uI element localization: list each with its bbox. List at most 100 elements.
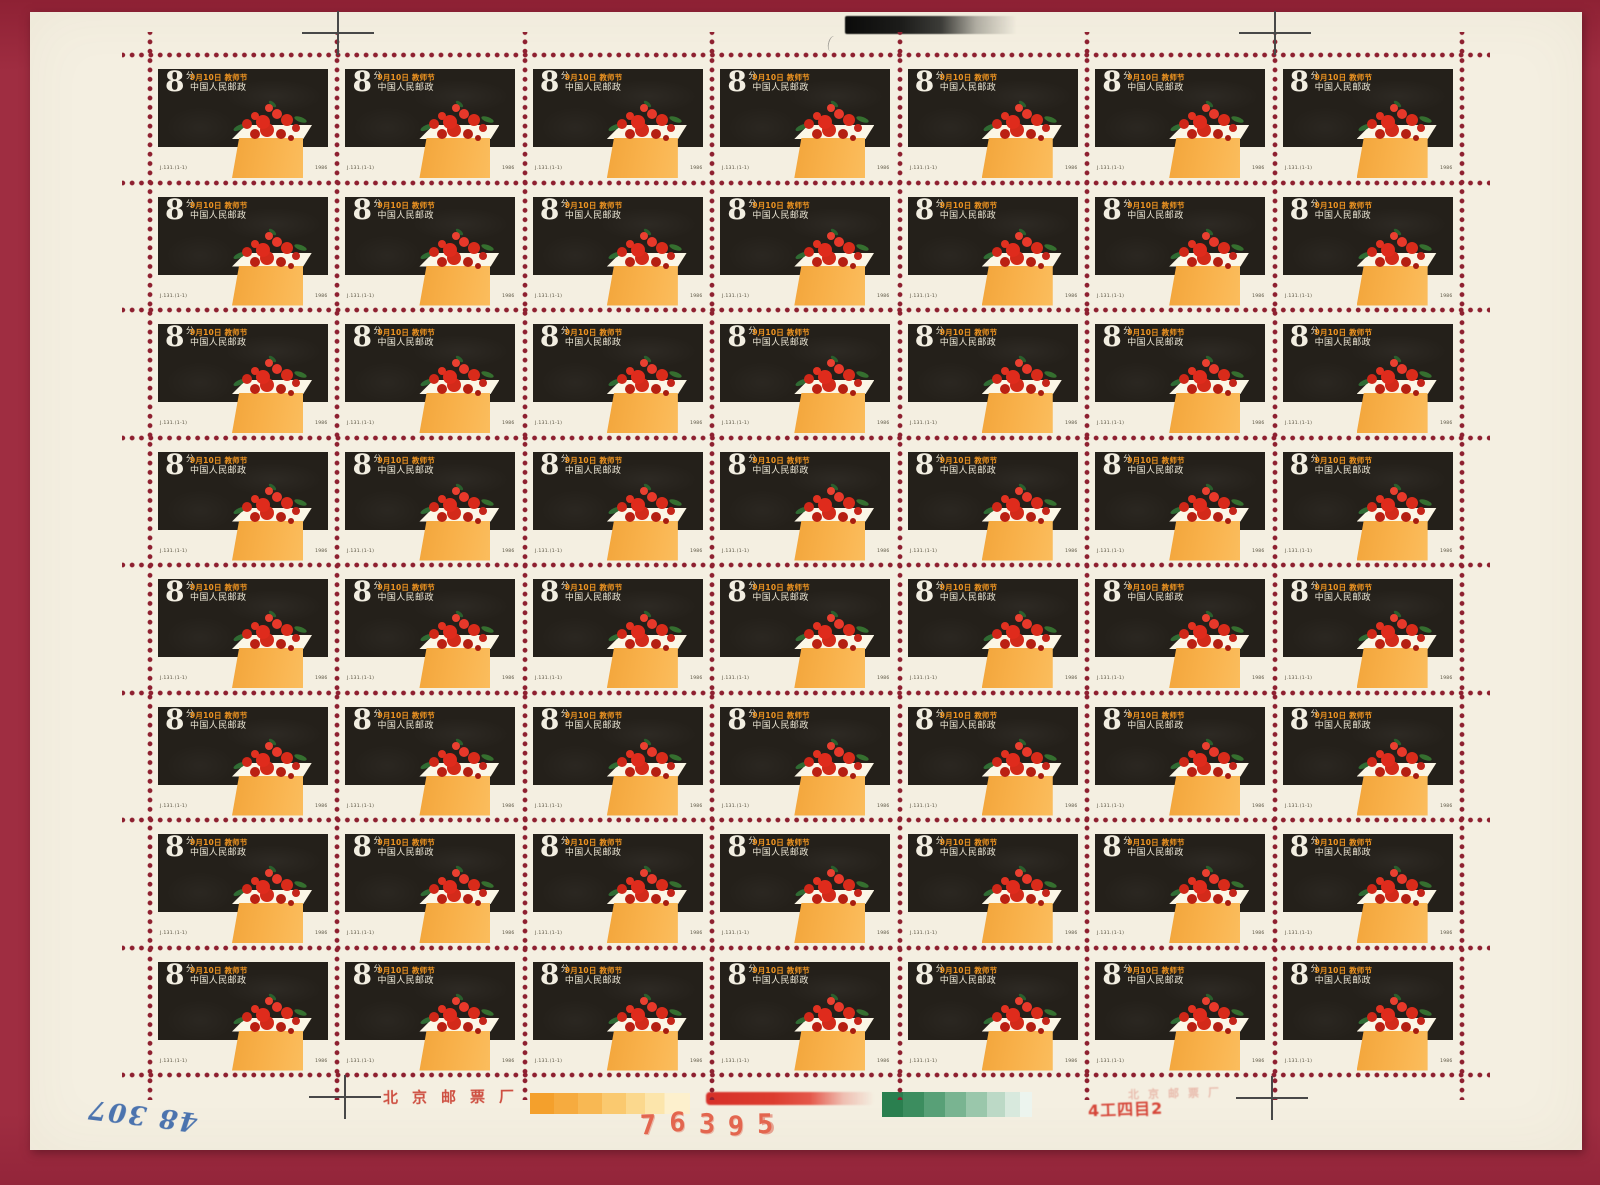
flower-bouquet [818, 497, 833, 512]
stamp-title-date: 9月10日 教师节 [1127, 73, 1185, 82]
denomination-unit: 分 [560, 581, 569, 590]
stamp-title-issuer: 中国人民邮政 [939, 83, 997, 93]
denomination-unit: 分 [373, 836, 382, 845]
stamp: 8 分 9月10日 教师节 中国人民邮政 J.131.(1-1) 1986 [900, 183, 1087, 311]
flower-bouquet [630, 242, 645, 257]
stamp-title-date: 9月10日 教师节 [939, 965, 998, 975]
desk-front [606, 648, 678, 688]
stamp: 8 分 9月10日 教师节 中国人民邮政 J.131.(1-1) 1986 [1087, 55, 1274, 183]
stamp-title-date: 9月10日 教师节 [752, 328, 810, 337]
denomination: 8 [727, 702, 747, 736]
desk-front [232, 1030, 303, 1071]
stamp-title-issuer: 中国人民邮政 [752, 83, 809, 93]
desk-front [606, 903, 678, 943]
stamp-title-date: 9月10日 教师节 [1127, 583, 1185, 592]
desk-front [981, 393, 1053, 433]
denomination: 8 [165, 65, 185, 98]
stamp-title-date: 9月10日 教师节 [377, 583, 436, 592]
year-label: 1986 [315, 1057, 328, 1063]
desk-top [981, 1017, 1062, 1032]
year-label: 1986 [502, 675, 515, 681]
stamp-title-issuer: 中国人民邮政 [190, 720, 247, 731]
denomination-unit: 分 [1123, 581, 1132, 590]
stamp-title-issuer: 中国人民邮政 [564, 338, 622, 348]
denomination: 8 [914, 702, 935, 736]
stamp: 8 分 9月10日 教师节 中国人民邮政 J.131.(1-1) 1986 [525, 55, 712, 183]
desk-front [794, 265, 866, 306]
denomination-unit: 分 [186, 581, 194, 590]
desk-top [1169, 507, 1250, 522]
desk-top [419, 380, 500, 394]
denomination: 8 [1289, 447, 1310, 481]
stamp-title-issuer: 中国人民邮政 [1314, 975, 1372, 986]
stamp: 8 分 9月10日 教师节 中国人民邮政 J.131.(1-1) 1986 [712, 948, 899, 1076]
denomination-unit: 分 [186, 708, 194, 718]
catalog-number: J.131.(1-1) [722, 802, 750, 809]
stamp-title-issuer: 中国人民邮政 [752, 975, 809, 986]
year-label: 1986 [1439, 420, 1453, 426]
flower-bouquet [256, 370, 270, 384]
flower-bouquet [1193, 752, 1208, 767]
stamp-title-date: 9月10日 教师节 [1314, 710, 1373, 720]
desk-front [981, 903, 1053, 943]
stamp-title-issuer: 中国人民邮政 [377, 210, 434, 221]
desk-front [1169, 265, 1241, 306]
stamp-title-issuer: 中国人民邮政 [752, 848, 809, 858]
stamp-title-date: 9月10日 教师节 [377, 200, 436, 210]
stamp: 8 分 9月10日 教师节 中国人民邮政 J.131.(1-1) 1986 [712, 438, 899, 566]
stamp-title-issuer: 中国人民邮政 [1127, 338, 1184, 348]
desk-top [1356, 252, 1437, 267]
denomination-unit: 分 [186, 963, 194, 973]
catalog-number: J.131.(1-1) [534, 930, 563, 936]
flower-bouquet [1380, 497, 1395, 512]
stamp-title-issuer: 中国人民邮政 [1127, 465, 1184, 476]
denomination-unit: 分 [935, 71, 944, 80]
year-label: 1986 [689, 292, 703, 298]
desk-top [981, 125, 1062, 139]
stamp: 8 分 9月10日 教师节 中国人民邮政 J.131.(1-1) 1986 [1087, 438, 1274, 566]
stamp-title-issuer: 中国人民邮政 [377, 975, 434, 986]
desk-front [1169, 775, 1241, 816]
desk-top [1169, 1017, 1250, 1032]
stamp: 8 分 9月10日 教师节 中国人民邮政 J.131.(1-1) 1986 [337, 310, 524, 438]
denomination: 8 [539, 957, 560, 991]
stamp: 8 分 9月10日 教师节 中国人民邮政 J.131.(1-1) 1986 [337, 693, 524, 821]
desk-top [606, 762, 687, 777]
year-label: 1986 [1439, 1057, 1453, 1063]
denomination-unit: 分 [186, 71, 194, 80]
stamp-title-issuer: 中国人民邮政 [939, 720, 997, 731]
desk-top [232, 507, 312, 522]
year-label: 1986 [502, 1057, 515, 1063]
stamp-title-issuer: 中国人民邮政 [377, 720, 434, 731]
catalog-number: J.131.(1-1) [1097, 292, 1125, 299]
stamp: 8 分 9月10日 教师节 中国人民邮政 J.131.(1-1) 1986 [1087, 310, 1274, 438]
stamp: 8 分 9月10日 教师节 中国人民邮政 J.131.(1-1) 1986 [1275, 310, 1462, 438]
flower-bouquet [256, 115, 270, 129]
flower-bouquet [1193, 242, 1208, 257]
catalog-number: J.131.(1-1) [909, 1057, 937, 1064]
stamp-title-date: 9月10日 教师节 [190, 965, 248, 975]
year-label: 1986 [877, 547, 890, 553]
desk-front [232, 903, 303, 943]
desk-front [606, 265, 678, 306]
flower-bouquet [1005, 242, 1020, 257]
year-label: 1986 [1252, 292, 1265, 298]
stamp-title-issuer: 中国人民邮政 [1314, 338, 1372, 348]
catalog-number: J.131.(1-1) [160, 292, 188, 299]
desk-front [1169, 648, 1241, 688]
stamp-title-date: 9月10日 教师节 [190, 73, 248, 82]
stamp-title-issuer: 中国人民邮政 [1127, 720, 1184, 731]
catalog-number: J.131.(1-1) [909, 930, 937, 936]
desk-front [419, 648, 491, 688]
denomination-unit: 分 [935, 581, 944, 590]
catalog-number: J.131.(1-1) [1097, 675, 1125, 681]
catalog-number: J.131.(1-1) [722, 675, 750, 681]
catalog-number: J.131.(1-1) [160, 547, 188, 554]
serial-digit: 5 [756, 1108, 774, 1141]
flower-bouquet [1193, 625, 1208, 639]
flower-bouquet [1193, 1007, 1208, 1022]
catalog-number: J.131.(1-1) [534, 1057, 563, 1064]
year-label: 1986 [315, 292, 328, 298]
catalog-number: J.131.(1-1) [160, 1057, 188, 1064]
denomination-unit: 分 [560, 708, 569, 718]
